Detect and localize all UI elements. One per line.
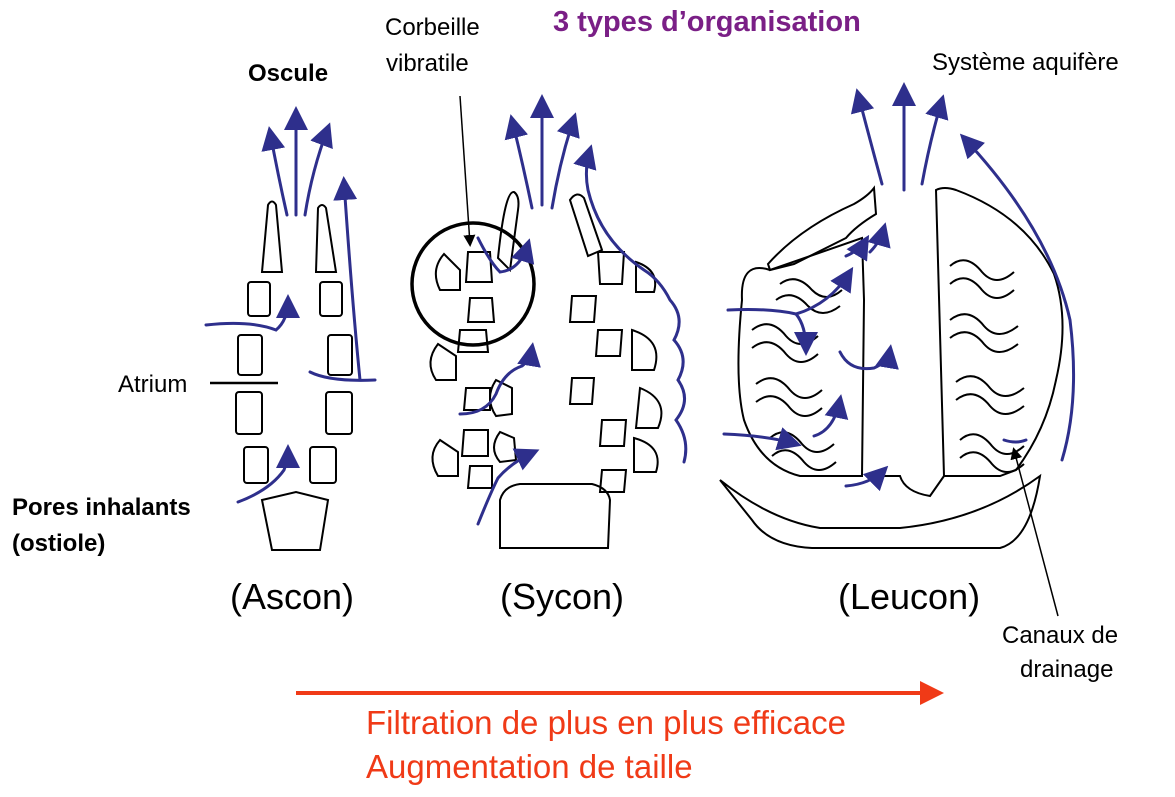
systeme-aquifere-label: Système aquifère (932, 49, 1119, 76)
pores-label-line1: Pores inhalants (12, 494, 191, 521)
corbeille-label-line2: vibratile (386, 50, 469, 77)
leucon-body (719, 185, 1064, 549)
ascon-body (235, 200, 353, 551)
canaux-pointer (1010, 447, 1059, 617)
atrium-label: Atrium (118, 371, 188, 398)
canaux-label-line1: Canaux de (1002, 622, 1119, 649)
page-title: 3 types d’organisation (553, 6, 861, 38)
sycon-label: (Sycon) (500, 576, 625, 617)
oscule-label: Oscule (248, 60, 329, 87)
corbeille-label-line1: Corbeille (385, 14, 480, 41)
leucon-flow (722, 82, 1076, 492)
pores-label-line2: (ostiole) (12, 530, 106, 557)
canaux-label-line2: drainage (1020, 656, 1114, 683)
sycon-flow (458, 94, 688, 526)
corbeille-pointer (459, 95, 476, 247)
ascon-label: (Ascon) (230, 576, 355, 617)
leucon-label: (Leucon) (838, 576, 981, 617)
ascon-flow (204, 106, 377, 504)
trend-line-2: Augmentation de taille (366, 748, 693, 785)
corbeille-highlight-circle (410, 221, 536, 347)
sycon-body (429, 191, 663, 549)
trend-line-1: Filtration de plus en plus efficace (366, 704, 846, 741)
